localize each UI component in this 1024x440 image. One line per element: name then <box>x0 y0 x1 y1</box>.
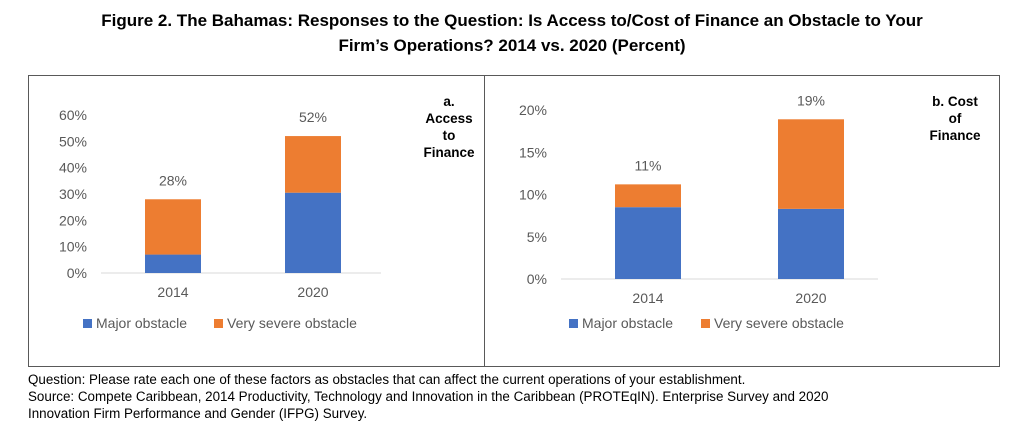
source-note-line-1: Source: Compete Caribbean, 2014 Producti… <box>28 389 829 404</box>
figure-title-line-2: Firm’s Operations? 2014 vs. 2020 (Percen… <box>338 36 686 55</box>
figure-title: Figure 2. The Bahamas: Responses to the … <box>0 8 1024 58</box>
panel-title-line: Access <box>425 111 472 126</box>
x-tick-label: 2014 <box>632 290 663 306</box>
chart-cost-of-finance: 0% 5% 10% 15% 20% 11% 2014 19% 2020 b. Cost of Fina… <box>519 92 981 331</box>
figure-notes: Question: Please rate each one of these … <box>28 371 988 422</box>
y-tick-label: 50% <box>59 133 87 149</box>
bar-major-obstacle <box>145 254 201 273</box>
figure-title-line-1: Figure 2. The Bahamas: Responses to the … <box>101 11 923 30</box>
legend-label: Very severe obstacle <box>714 315 844 331</box>
x-tick-label: 2020 <box>297 284 328 300</box>
question-note: Question: Please rate each one of these … <box>28 372 746 387</box>
legend-swatch-very-severe <box>701 319 710 328</box>
chart-access-to-finance: 0% 10% 20% 30% 40% 50% 60% 28% 2014 52% 2020 a. Acce… <box>59 94 475 331</box>
panel-divider <box>484 75 485 367</box>
legend-swatch-very-severe <box>214 319 223 328</box>
panel-title-line: a. <box>443 94 454 109</box>
panel-title-line: b. Cost <box>932 94 978 109</box>
bar-very-severe-obstacle <box>778 119 844 209</box>
y-tick-label: 30% <box>59 186 87 202</box>
y-tick-label: 5% <box>527 229 547 245</box>
bar-major-obstacle <box>285 192 341 273</box>
panel-title-line: of <box>949 111 962 126</box>
bar-very-severe-obstacle <box>145 199 201 255</box>
y-tick-label: 40% <box>59 160 87 176</box>
bar-major-obstacle <box>778 208 844 279</box>
y-tick-label: 20% <box>519 102 547 118</box>
legend-label: Major obstacle <box>582 315 673 331</box>
panel-title-line: Finance <box>423 145 475 160</box>
legend-swatch-major <box>83 319 92 328</box>
bar-total-label: 11% <box>635 157 662 173</box>
panel-title-line: Finance <box>929 128 981 143</box>
legend-swatch-major <box>569 319 578 328</box>
y-tick-label: 10% <box>59 239 87 255</box>
source-note-line-2: Innovation Firm Performance and Gender (… <box>28 406 368 421</box>
y-tick-label: 60% <box>59 107 87 123</box>
y-tick-label: 0% <box>67 265 87 281</box>
y-tick-label: 15% <box>519 144 547 160</box>
bar-very-severe-obstacle <box>285 136 341 193</box>
x-tick-label: 2014 <box>157 284 188 300</box>
bar-very-severe-obstacle <box>615 184 681 208</box>
y-tick-label: 20% <box>59 212 87 228</box>
y-tick-label: 10% <box>519 187 547 203</box>
bar-total-label: 19% <box>797 92 825 108</box>
panel-title-line: to <box>443 128 456 143</box>
bar-total-label: 52% <box>299 109 327 125</box>
x-tick-label: 2020 <box>795 290 826 306</box>
bar-total-label: 28% <box>159 172 187 188</box>
panel-frame <box>28 75 1000 367</box>
y-tick-label: 0% <box>527 271 547 287</box>
legend-label: Major obstacle <box>96 315 187 331</box>
legend-label: Very severe obstacle <box>227 315 357 331</box>
bar-major-obstacle <box>615 207 681 279</box>
